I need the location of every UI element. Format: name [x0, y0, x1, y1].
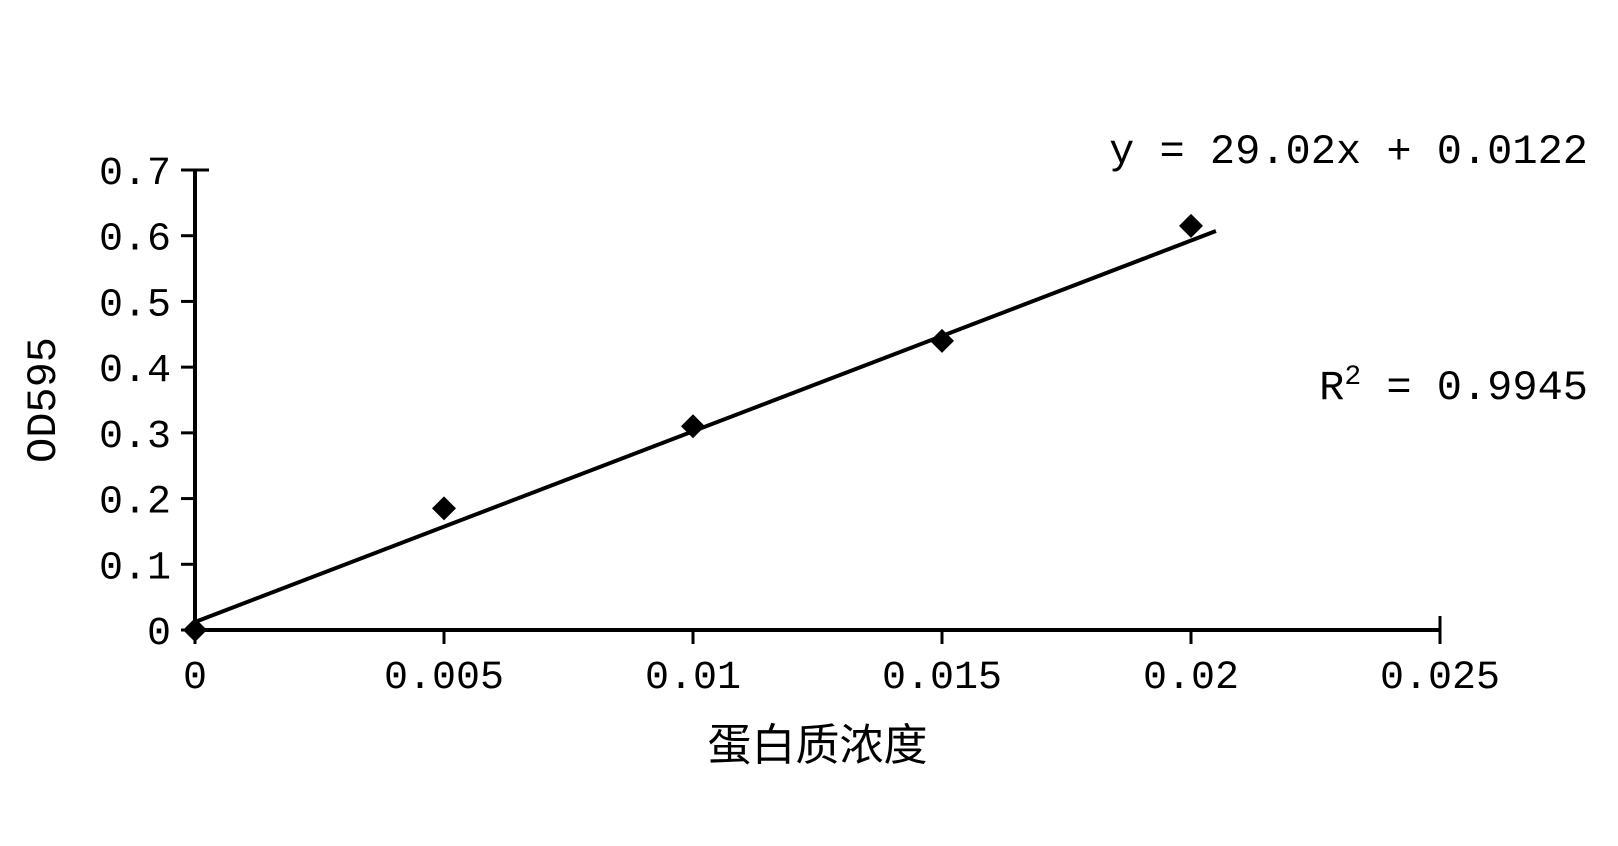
data-point — [432, 496, 456, 520]
figure-container: y = 29.02x + 0.0122 R2 = 0.9945 00.10.20… — [0, 0, 1618, 846]
y-tick-label: 0.4 — [99, 349, 171, 394]
y-tick-label: 0.2 — [99, 481, 171, 526]
y-tick-label: 0.1 — [99, 546, 171, 591]
x-axis-label: 蛋白质浓度 — [708, 721, 928, 770]
y-axis-label: OD595 — [20, 337, 68, 463]
x-tick-label: 0.005 — [384, 656, 504, 701]
x-tick-label: 0.025 — [1380, 656, 1500, 701]
x-tick-label: 0 — [183, 656, 207, 701]
x-tick-label: 0.02 — [1143, 656, 1239, 701]
y-tick-label: 0.3 — [99, 415, 171, 460]
scatter-chart: 0 0.1 0.2 0.3 0.4 0.5 0.6 0.7 0 0.005 0.01 0.015 0.0… — [0, 150, 1618, 846]
x-tick-label: 0.01 — [645, 656, 741, 701]
y-tick-label: 0.7 — [99, 152, 171, 197]
x-tick-label: 0.015 — [882, 656, 1002, 701]
y-tick-label: 0.5 — [99, 283, 171, 328]
data-point — [183, 618, 207, 642]
regression-line — [195, 231, 1216, 622]
y-tick-label: 0.6 — [99, 218, 171, 263]
y-tick-label: 0 — [147, 612, 171, 657]
data-point — [1179, 214, 1203, 238]
